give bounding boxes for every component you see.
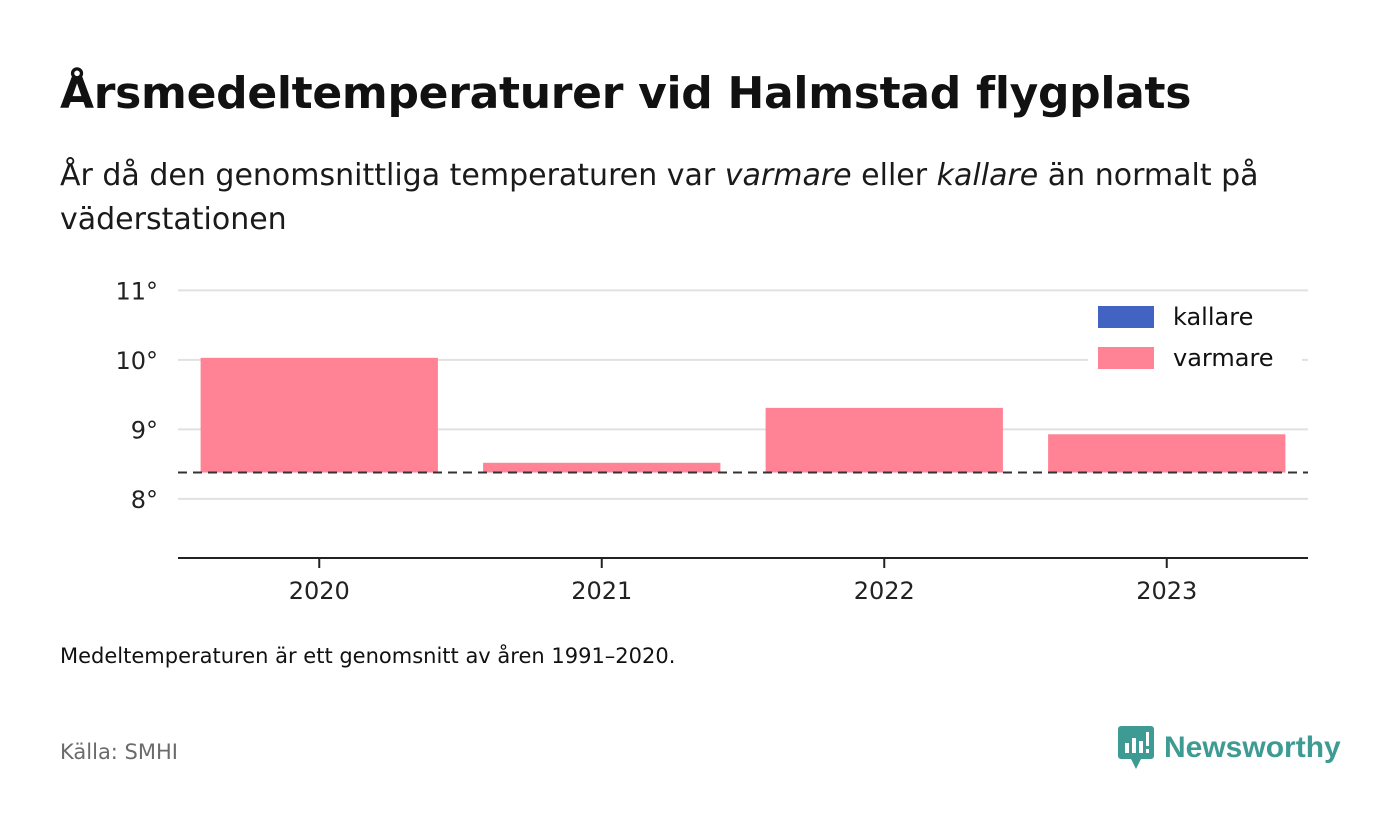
legend-swatch [1098, 306, 1154, 328]
x-axis-ticks: 2020 2021 2022 2023 [289, 558, 1197, 605]
subtitle-text-2: eller [851, 158, 937, 193]
x-tick-label: 2022 [854, 577, 915, 605]
y-axis-ticks: 8° 9° 10° 11° [115, 277, 158, 514]
y-tick-label: 10° [115, 347, 158, 375]
x-tick-label: 2020 [289, 577, 350, 605]
bar [483, 462, 721, 473]
chart-subtitle: År då den genomsnittliga temperaturen va… [60, 154, 1350, 242]
subtitle-warm-word: varmare [724, 158, 852, 193]
x-tick-label: 2023 [1136, 577, 1197, 605]
footnote: Medeltemperaturen är ett genomsnitt av å… [60, 644, 676, 668]
bar [765, 407, 1003, 473]
x-tick-label: 2021 [571, 577, 632, 605]
legend-label: varmare [1173, 344, 1274, 372]
source-label: Källa: SMHI [60, 740, 178, 764]
subtitle-text-1: År då den genomsnittliga temperaturen va… [60, 158, 725, 193]
chart-title: Årsmedeltemperaturer vid Halmstad flygpl… [60, 68, 1192, 119]
subtitle-text-3: än normalt på väderstationen [60, 158, 1259, 237]
bar [200, 357, 438, 473]
y-tick-label: 11° [115, 277, 158, 305]
brand-name: Newsworthy [1164, 731, 1341, 764]
bars [200, 357, 1286, 473]
legend-label: kallare [1173, 303, 1253, 331]
brand-logo: Newsworthy [1118, 726, 1341, 770]
y-tick-label: 9° [131, 416, 158, 444]
legend: kallare varmare [1088, 298, 1302, 378]
legend-swatch [1098, 347, 1154, 369]
y-tick-label: 8° [131, 486, 158, 514]
subtitle-cold-word: kallare [936, 158, 1039, 193]
bar [1048, 434, 1286, 473]
newsworthy-logo-icon [1118, 726, 1154, 769]
